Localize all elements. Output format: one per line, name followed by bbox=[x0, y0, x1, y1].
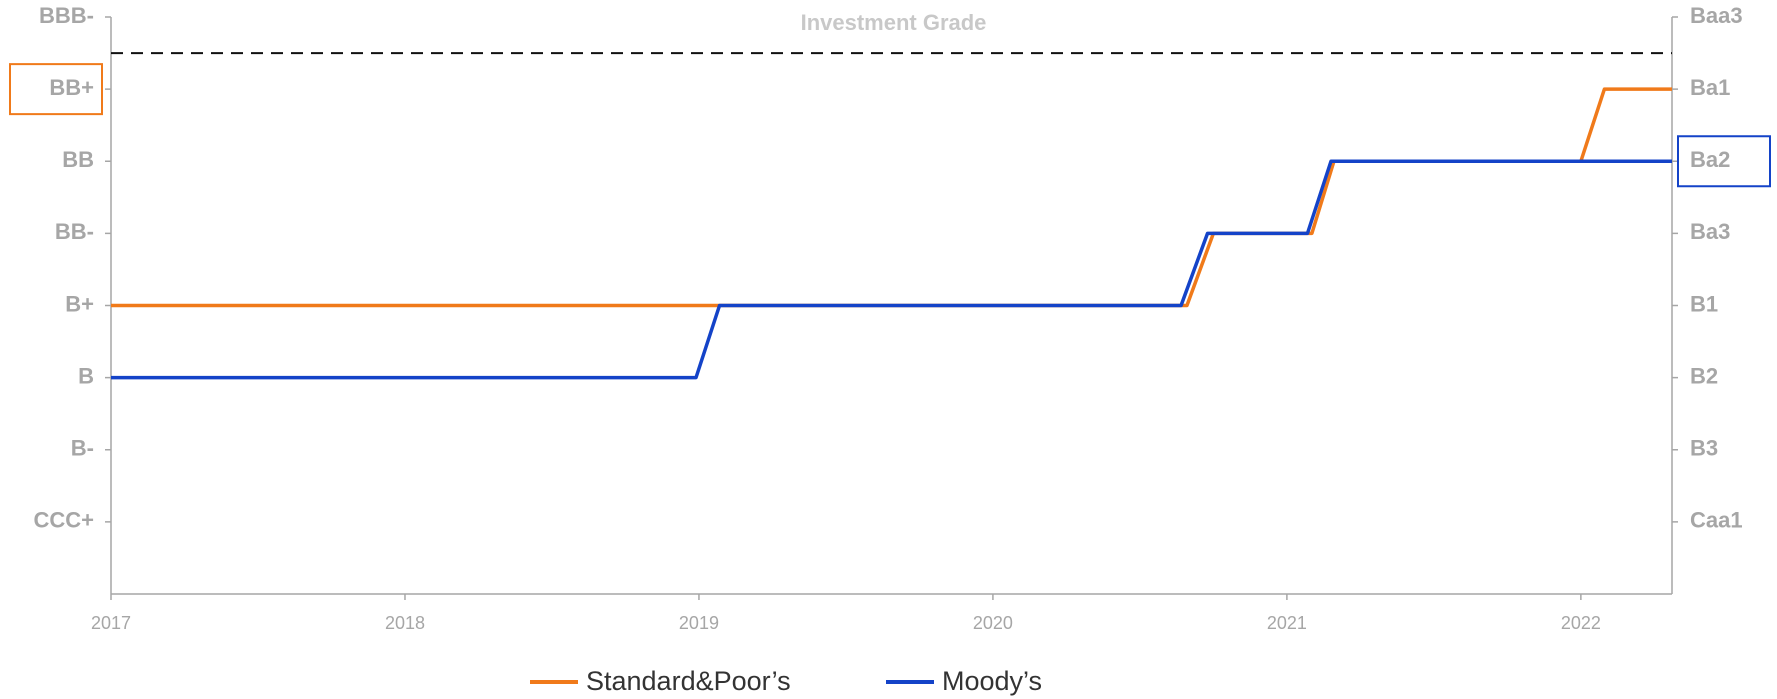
y-tick-label: B+ bbox=[65, 291, 94, 316]
y2-tick-label: Ba2 bbox=[1690, 147, 1730, 172]
x-tick-label: 2019 bbox=[679, 613, 719, 633]
series-line bbox=[111, 87, 1672, 308]
y2-tick-label: Baa3 bbox=[1690, 3, 1743, 28]
x-tick-label: 2020 bbox=[973, 613, 1013, 633]
y-tick-label: BB+ bbox=[49, 75, 94, 100]
tick-highlight bbox=[9, 63, 103, 116]
y2-tick-label: B3 bbox=[1690, 436, 1718, 461]
y2-tick-label: Caa1 bbox=[1690, 508, 1743, 533]
y-tick-label: CCC+ bbox=[33, 508, 94, 533]
x-tick-label: 2021 bbox=[1267, 613, 1307, 633]
y2-tick-label: Ba1 bbox=[1690, 75, 1730, 100]
y2-tick-label: B2 bbox=[1690, 363, 1718, 388]
y-tick-label: BB- bbox=[55, 219, 94, 244]
y-tick-label: B- bbox=[71, 436, 94, 461]
y2-tick-label: B1 bbox=[1690, 291, 1718, 316]
legend-label: Moody’s bbox=[942, 666, 1042, 696]
reference-label: Investment Grade bbox=[801, 10, 987, 35]
y-tick-label: BB bbox=[62, 147, 94, 172]
y2-tick-label: Ba3 bbox=[1690, 219, 1730, 244]
x-tick-label: 2022 bbox=[1561, 613, 1601, 633]
x-tick-label: 2018 bbox=[385, 613, 425, 633]
y-tick-label: BBB- bbox=[39, 3, 94, 28]
x-tick-label: 2017 bbox=[91, 613, 131, 633]
legend-label: Standard&Poor’s bbox=[586, 666, 791, 696]
y-tick-label: B bbox=[78, 363, 94, 388]
tick-highlight bbox=[1677, 135, 1771, 188]
series-line bbox=[111, 159, 1672, 380]
